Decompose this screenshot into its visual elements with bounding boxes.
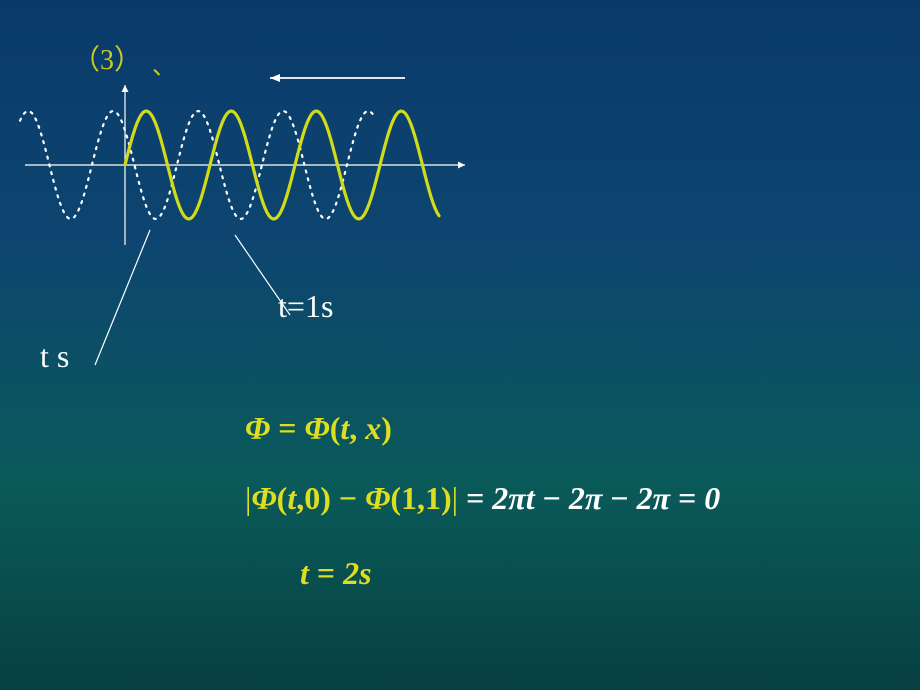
equation-phi-definition: Φ = Φ(t, x)	[245, 410, 392, 447]
equation-lhs: |Φ(t,0) − Φ(1,1)|	[245, 480, 458, 516]
slide-root: （3） 、 t=1s t s Φ = Φ(t, x) |Φ(t,0) − Φ(1…	[0, 0, 920, 690]
equation-phase-difference: |Φ(t,0) − Φ(1,1)| = 2πt − 2π − 2π = 0	[245, 480, 720, 517]
equation-rhs: = 2πt − 2π − 2π = 0	[466, 480, 720, 516]
wave-chart	[10, 60, 490, 390]
label-t-s: t s	[40, 338, 69, 375]
equation-t-result: t = 2s	[300, 555, 372, 592]
label-t-equals-1s: t=1s	[278, 288, 333, 325]
